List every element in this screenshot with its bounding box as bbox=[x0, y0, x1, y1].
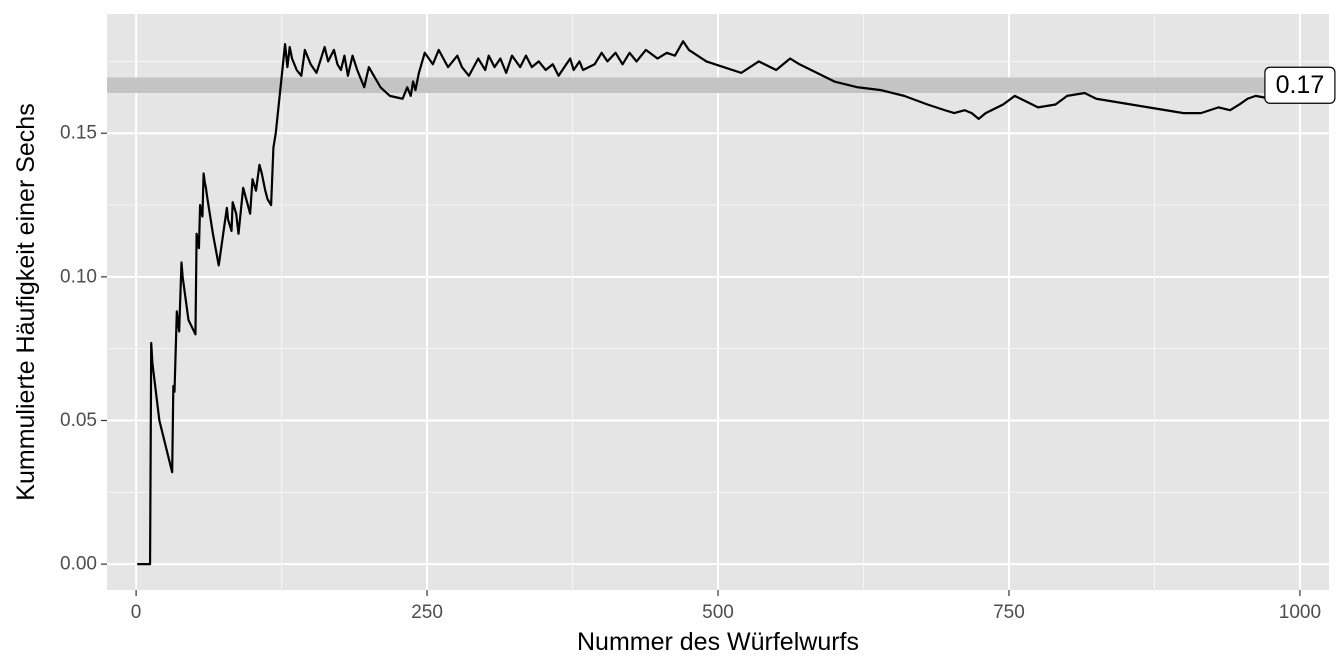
x-tick-label: 0 bbox=[131, 602, 142, 623]
x-axis-title: Nummer des Würfelwurfs bbox=[577, 628, 859, 656]
y-axis: 0.00 0.05 0.10 0.15 bbox=[60, 123, 107, 575]
annotation-box bbox=[1264, 66, 1336, 104]
reference-band bbox=[107, 77, 1329, 94]
y-tick-label: 0.15 bbox=[60, 123, 97, 144]
major-grid bbox=[107, 14, 1329, 590]
y-axis-title: Kummulierte Häufigkeit einer Sechs bbox=[12, 103, 40, 500]
series-line bbox=[137, 40, 1301, 566]
annotation-text: 0.17 bbox=[1276, 71, 1325, 99]
x-tick-label: 250 bbox=[411, 602, 443, 623]
x-tick-label: 750 bbox=[993, 602, 1025, 623]
y-tick-label: 0.10 bbox=[60, 266, 97, 287]
x-tick-label: 500 bbox=[702, 602, 734, 623]
y-tick-label: 0.05 bbox=[60, 410, 97, 431]
annotation-label: 0.17 bbox=[1264, 66, 1336, 104]
x-axis: 0 250 500 750 1000 bbox=[131, 590, 1321, 623]
x-tick-label: 1000 bbox=[1279, 602, 1321, 623]
y-tick-label: 0.00 bbox=[60, 554, 97, 575]
